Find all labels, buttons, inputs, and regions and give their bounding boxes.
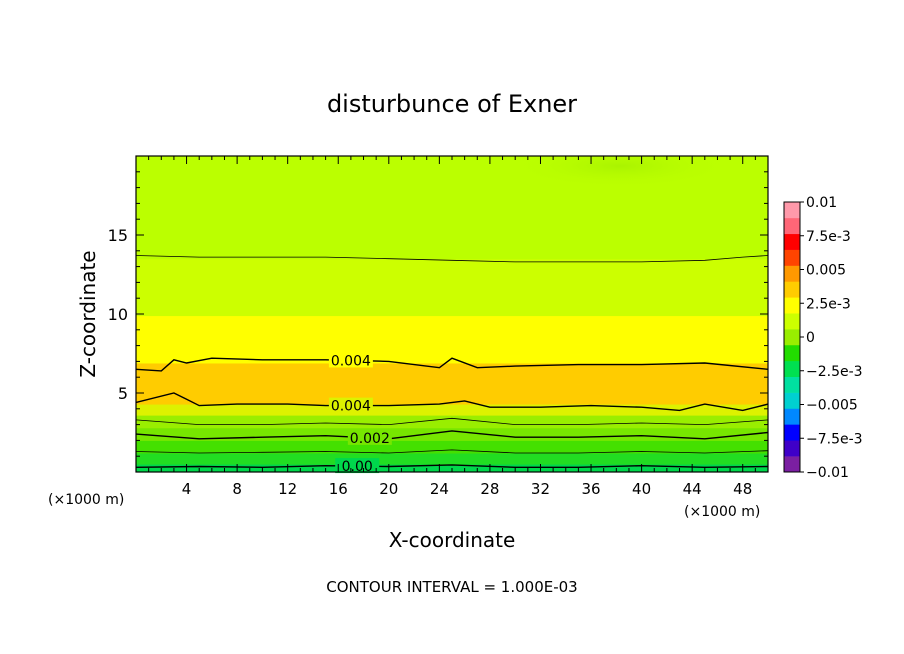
- x-tick-label-12: 12: [278, 480, 297, 498]
- x-axis-label: X-coordinate: [389, 528, 516, 552]
- x-tick-label-48: 48: [733, 480, 752, 498]
- contour-label-bg-2: [347, 429, 392, 445]
- layer-band-4: [136, 415, 768, 429]
- colorbar-swatch-6: [784, 360, 800, 378]
- contour-line-3: [136, 417, 768, 426]
- x-tick-label-16: 16: [329, 480, 348, 498]
- contour-label-4: 0.004: [331, 399, 371, 415]
- contour-labels: 0.00 0.002 0.004 0.004: [328, 352, 392, 475]
- contour-label-bg-4: [328, 397, 373, 413]
- top-anomaly-blob: [510, 156, 730, 188]
- colorbar-swatch-8: [784, 329, 800, 346]
- contour-line-2: [136, 430, 768, 440]
- colorbar-swatch-2: [784, 424, 800, 441]
- layer-band-2: [136, 440, 768, 454]
- layer-band-7: [136, 315, 768, 364]
- colorbar-label-6: −0.005: [806, 398, 858, 414]
- filled-layers: [136, 156, 768, 472]
- x-tick-label-40: 40: [632, 480, 651, 498]
- colorbar-swatch-9: [784, 313, 800, 330]
- colorbar-swatch-12: [784, 265, 800, 282]
- y-axis-label: Z-coordinate: [76, 250, 100, 377]
- contour-line-6: [136, 255, 768, 263]
- contour-label-0: 0.00: [342, 459, 373, 475]
- contour-line-1: [136, 449, 768, 454]
- x-tick-label-20: 20: [379, 480, 398, 498]
- y-axis-ticks: 5 10 15: [108, 171, 768, 457]
- x-tick-label-8: 8: [232, 480, 242, 498]
- contour-line-4: [136, 392, 768, 412]
- colorbar-label-4: 0: [806, 330, 815, 346]
- colorbar-swatch-15: [784, 217, 800, 235]
- contour-line-5: [136, 357, 768, 372]
- colorbar-label-1: 7.5e-3: [806, 229, 851, 245]
- contour-label-bg-0: [335, 458, 380, 474]
- layer-band-3: [136, 427, 768, 441]
- x-tick-label-28: 28: [480, 480, 499, 498]
- colorbar-label-2: 0.005: [806, 263, 846, 279]
- contour-label-5: 0.004: [331, 353, 371, 369]
- contour-interval-footer: CONTOUR INTERVAL = 1.000E-03: [326, 578, 577, 596]
- x-tick-label-4: 4: [182, 480, 192, 498]
- contour-lines: [136, 255, 768, 469]
- colorbar-swatch-16: [784, 202, 800, 219]
- contour-label-2: 0.002: [350, 431, 390, 447]
- x-tick-label-24: 24: [430, 480, 449, 498]
- colorbar-swatch-11: [784, 281, 800, 298]
- chart-title: disturbunce of Exner: [327, 90, 577, 118]
- colorbar-swatch-4: [784, 392, 800, 409]
- x-tick-label-44: 44: [683, 480, 702, 498]
- x-unit-left: (×1000 m): [48, 492, 124, 508]
- y-tick-label-5: 5: [118, 384, 128, 403]
- y-tick-label-15: 15: [108, 226, 128, 245]
- colorbar-swatch-13: [784, 249, 800, 266]
- colorbar-swatch-7: [784, 344, 800, 362]
- contour-line-0: [136, 464, 768, 469]
- colorbar-swatch-0: [784, 456, 800, 473]
- colorbar-swatch-5: [784, 376, 800, 393]
- colorbar-swatch-1: [784, 440, 800, 457]
- x-axis-ticks: 4 8 12 16 20 24 28 32 36 40 44 48: [148, 156, 756, 498]
- colorbar-swatch-10: [784, 297, 800, 314]
- y-tick-label-10: 10: [108, 305, 128, 324]
- colorbar-label-3: 2.5e-3: [806, 296, 851, 312]
- x-tick-label-32: 32: [531, 480, 550, 498]
- colorbar-label-0: 0.01: [806, 195, 837, 211]
- colorbar-swatch-3: [784, 408, 800, 425]
- contour-label-bg-5: [328, 352, 373, 368]
- colorbar-label-7: −7.5e-3: [806, 431, 863, 447]
- layer-band-1: [136, 453, 768, 465]
- colorbar-label-8: −0.01: [806, 465, 849, 481]
- layer-band-5: [136, 404, 768, 416]
- colorbar-label-5: −2.5e-3: [806, 364, 863, 380]
- colorbar: 0.01 7.5e-3 0.005 2.5e-3 0 −2.5e-3 −0.005 −7.5e…: [783, 195, 863, 481]
- x-unit-right: (×1000 m): [684, 504, 760, 520]
- colorbar-swatch-14: [784, 233, 800, 250]
- layer-band-8: [136, 258, 768, 317]
- x-tick-label-36: 36: [581, 480, 600, 498]
- layer-band-6: [136, 362, 768, 405]
